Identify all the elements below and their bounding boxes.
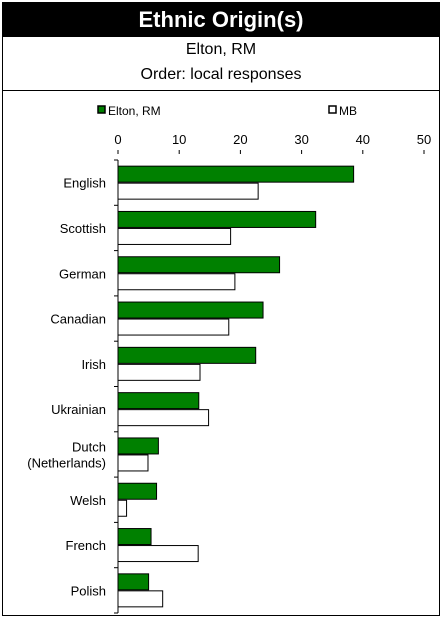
legend-swatch — [328, 105, 337, 114]
category-label: Canadian — [50, 312, 106, 327]
x-tick-label: 0 — [114, 132, 121, 147]
bar-local — [117, 437, 159, 455]
category-label: Dutch — [72, 439, 106, 454]
bar-local — [117, 346, 257, 364]
bar-local — [117, 392, 200, 410]
category-label: French — [66, 538, 106, 553]
category-label: Scottish — [60, 221, 106, 236]
chart-title: Ethnic Origin(s) — [3, 3, 439, 37]
legend-label: MB — [339, 104, 357, 118]
bar-mb — [117, 545, 199, 563]
bar-local — [117, 210, 317, 228]
chart-subtitle-order: Order: local responses — [140, 66, 302, 83]
bar-local — [117, 482, 158, 500]
category-label: English — [63, 176, 106, 191]
x-tick-label: 30 — [294, 132, 308, 147]
bar-mb — [117, 318, 230, 336]
x-tick-label: 20 — [233, 132, 247, 147]
category-label: Ukrainian — [51, 402, 106, 417]
chart-subtitle-place: Elton, RM — [185, 41, 257, 58]
x-tick-label: 50 — [417, 132, 431, 147]
bar-mb — [117, 182, 259, 200]
x-tick-label: 10 — [172, 132, 186, 147]
bar-mb — [117, 499, 128, 517]
bar-mb — [117, 227, 232, 245]
bar-mb — [117, 590, 164, 608]
category-label: Polish — [71, 583, 106, 598]
category-label: German — [59, 266, 106, 281]
bar-local — [117, 256, 281, 274]
category-label: Irish — [81, 357, 106, 372]
header-divider — [3, 90, 439, 91]
category-label: (Netherlands) — [27, 455, 106, 470]
legend-swatch — [97, 105, 106, 114]
bar-local — [117, 573, 150, 591]
category-label: Welsh — [70, 493, 106, 508]
x-tick-label: 40 — [356, 132, 370, 147]
legend-label: Elton, RM — [108, 104, 161, 118]
bar-local — [117, 528, 152, 546]
bar-mb — [117, 409, 210, 427]
bar-mb — [117, 454, 149, 472]
bar-mb — [117, 363, 201, 381]
bar-local — [117, 301, 264, 319]
bar-mb — [117, 273, 236, 291]
bar-local — [117, 165, 355, 183]
